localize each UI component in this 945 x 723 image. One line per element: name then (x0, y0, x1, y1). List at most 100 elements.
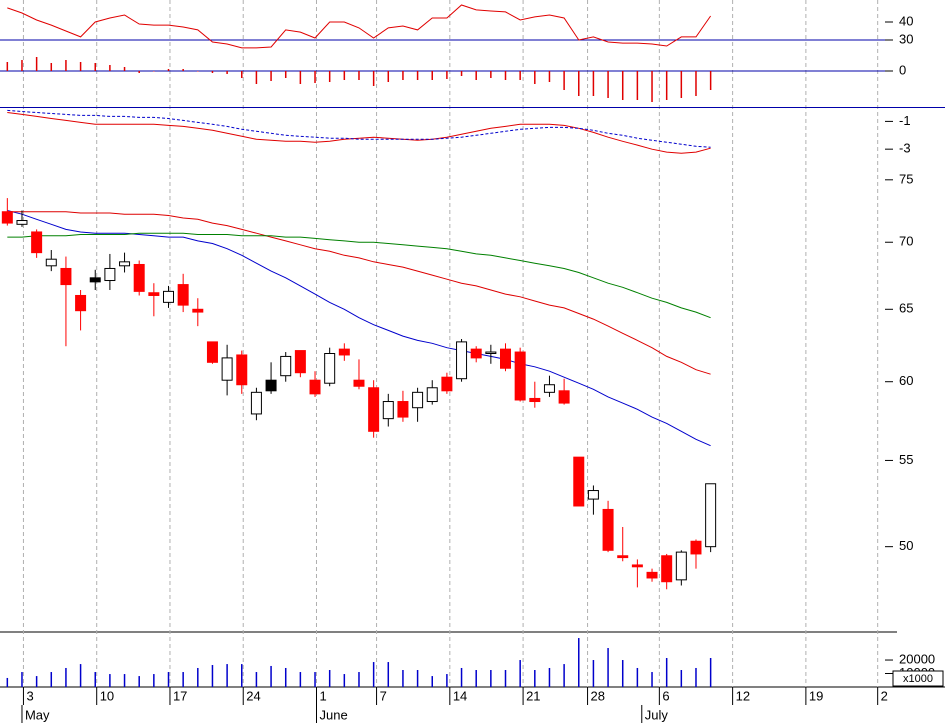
candle-body (133, 263, 145, 292)
bar (402, 71, 404, 80)
bar (387, 71, 390, 82)
bar (460, 667, 463, 687)
bar (709, 71, 712, 90)
bar (504, 71, 507, 80)
candle-body (485, 351, 497, 355)
bar (328, 670, 331, 687)
bar (431, 676, 433, 687)
candle-body (617, 555, 629, 559)
candle-body (324, 353, 336, 384)
bar (211, 665, 214, 687)
bar (211, 71, 214, 73)
bar (241, 71, 243, 78)
candle-body (119, 261, 131, 267)
indicator-line (7, 211, 711, 375)
candle-body (353, 379, 365, 387)
candle-body (602, 508, 614, 551)
bar (167, 69, 170, 71)
candle-body (148, 292, 160, 296)
bar (534, 670, 536, 687)
indicator-line (7, 112, 711, 154)
candle-body (631, 564, 643, 568)
bar (680, 71, 683, 98)
y-tick-label: 75 (899, 171, 913, 186)
candle-body (206, 341, 218, 363)
bar (534, 71, 536, 84)
candle-body (294, 350, 306, 374)
bar (284, 71, 287, 78)
unit-label: x1000 (903, 673, 933, 685)
x-tick-label: 14 (453, 688, 467, 703)
candle-body (441, 376, 453, 392)
bar (182, 672, 184, 687)
bar (519, 660, 521, 687)
bar (402, 670, 404, 687)
bar (680, 670, 683, 687)
candle-body (265, 379, 277, 392)
bar (387, 662, 390, 687)
x-tick-label: 24 (246, 688, 260, 703)
bar (79, 62, 82, 71)
candle-body (104, 267, 116, 282)
bar (226, 71, 228, 74)
candle-body (45, 258, 57, 267)
bar (270, 71, 272, 81)
candle-body (500, 348, 512, 369)
candle-body (529, 397, 541, 403)
bar (284, 667, 287, 687)
bar (21, 60, 23, 71)
bar (109, 65, 111, 71)
y-tick-label: 60 (899, 373, 913, 388)
y-tick-label: 70 (899, 234, 913, 249)
candle-body (412, 391, 424, 409)
y-tick-label: 40 (899, 13, 913, 28)
bar (197, 71, 199, 72)
candle-body (309, 379, 321, 395)
bar (255, 71, 258, 84)
x-tick-label: 6 (662, 688, 669, 703)
bar (197, 667, 199, 687)
x-tick-label: 28 (591, 688, 605, 703)
month-label: May (25, 707, 50, 722)
bar (50, 672, 53, 687)
bar (372, 71, 375, 86)
candle-body (661, 555, 673, 583)
x-tick-label: 12 (736, 688, 750, 703)
bar (665, 71, 668, 100)
y-tick-label: 55 (899, 452, 913, 467)
bar (446, 71, 448, 79)
bar (109, 674, 111, 687)
candle-body (675, 551, 687, 581)
candle-body (60, 267, 72, 286)
bar (138, 71, 140, 73)
candle-body (177, 284, 189, 306)
candle-body (587, 490, 599, 500)
candle-body (646, 571, 658, 579)
bar (490, 670, 492, 687)
unit-box (892, 670, 944, 687)
bar (35, 57, 38, 71)
y-tick-label: 0 (899, 62, 906, 77)
bar (358, 672, 360, 687)
x-tick-label: 7 (380, 688, 387, 703)
bar (607, 648, 609, 687)
bar (416, 670, 419, 687)
bar (709, 658, 712, 687)
y-tick-label: -3 (899, 141, 911, 156)
candle-body (426, 387, 438, 403)
bar (431, 71, 433, 80)
candle-body (338, 348, 350, 356)
candle-body (470, 348, 482, 359)
y-tick-label: 65 (899, 301, 913, 316)
bar (65, 60, 67, 71)
bar (241, 664, 243, 687)
candle-body (250, 391, 262, 415)
bar (578, 638, 580, 687)
candle-body (31, 231, 43, 254)
bar (299, 71, 302, 84)
bar (592, 71, 595, 96)
bar (358, 71, 360, 80)
x-tick-label: 17 (173, 688, 187, 703)
indicator-line (7, 109, 711, 148)
